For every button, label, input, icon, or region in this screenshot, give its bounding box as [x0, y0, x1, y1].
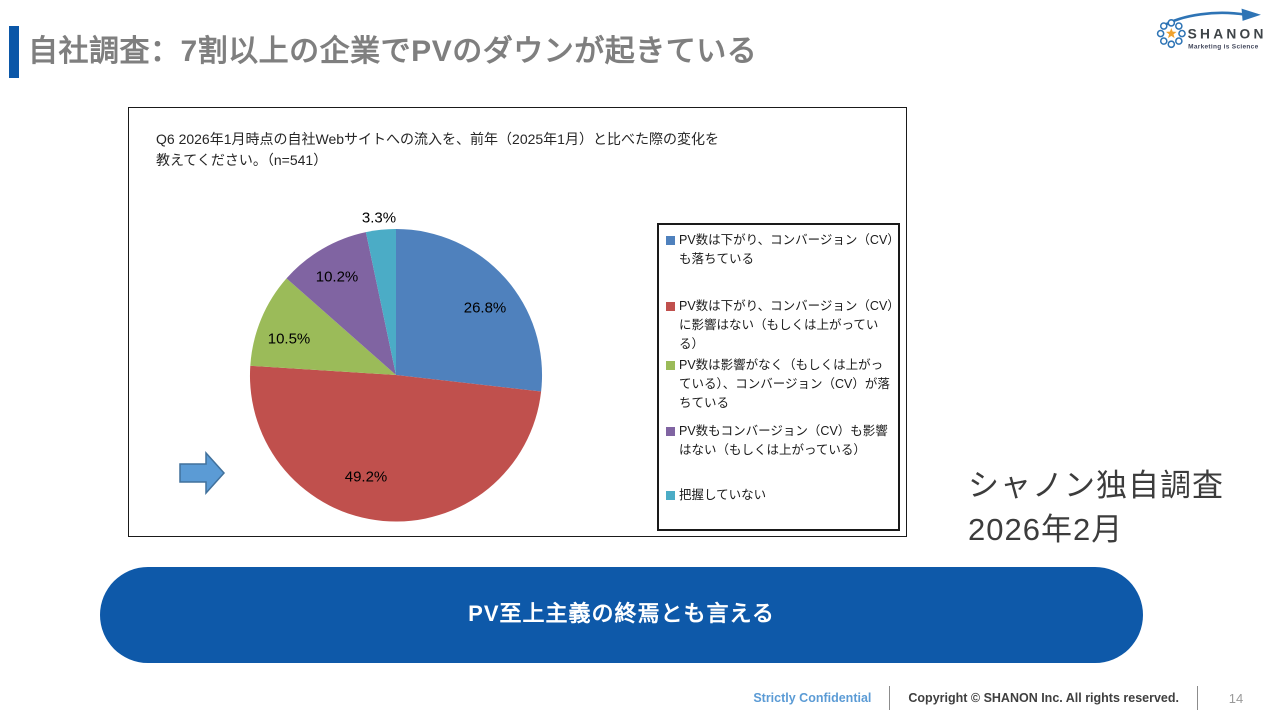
legend-label: PV数は下がり、コンバージョン（CV）も落ちている	[679, 233, 894, 266]
pie-slice-0	[396, 229, 543, 392]
pie-label-both-ok: 10.2%	[315, 268, 359, 286]
survey-source-line1: シャノン独自調査	[968, 468, 1224, 503]
legend-label: PV数もコンバージョン（CV）も影響はない（もしくは上がっている）	[679, 424, 888, 457]
copyright-text: Copyright © SHANON Inc. All rights reser…	[908, 691, 1179, 705]
legend-item-3: PV数もコンバージョン（CV）も影響はない（もしくは上がっている）	[666, 422, 894, 460]
pie-label-unknown: 3.3%	[361, 209, 397, 227]
legend-swatch-icon	[666, 302, 675, 311]
legend-item-1: PV数は下がり、コンバージョン（CV）に影響はない（もしくは上がっている）	[666, 297, 894, 354]
survey-source-note: シャノン独自調査 2026年2月	[968, 464, 1224, 552]
chart-question-line1: Q6 2026年1月時点の自社Webサイトへの流入を、前年（2025年1月）と比…	[156, 131, 719, 147]
legend-swatch-icon	[666, 361, 675, 370]
pie-label-pv-down-cv-down: 26.8%	[463, 299, 507, 317]
legend-swatch-icon	[666, 427, 675, 436]
pie-slice-3	[286, 232, 396, 375]
footer-divider	[889, 686, 891, 710]
slide-footer: Strictly Confidential Copyright © SHANON…	[0, 684, 1280, 712]
legend-item-2: PV数は影響がなく（もしくは上がっている）、コンバージョン（CV）が落ちている	[666, 356, 894, 413]
right-block-arrow-icon	[179, 451, 226, 495]
conclusion-callout: PV至上主義の終焉とも言える	[100, 567, 1143, 663]
legend-item-0: PV数は下がり、コンバージョン（CV）も落ちている	[666, 231, 894, 269]
survey-chart-panel: Q6 2026年1月時点の自社Webサイトへの流入を、前年（2025年1月）と比…	[128, 107, 907, 537]
survey-source-line2: 2026年2月	[968, 512, 1124, 547]
legend-swatch-icon	[666, 236, 675, 245]
chart-question-line2: 教えてください。（n=541）	[156, 152, 328, 168]
logo-wordmark: SHANON	[1188, 27, 1266, 42]
pie-slice-2	[250, 278, 396, 375]
chart-question-text: Q6 2026年1月時点の自社Webサイトへの流入を、前年（2025年1月）と比…	[156, 129, 796, 171]
pie-slice-4	[365, 228, 396, 375]
pie-chart	[249, 228, 543, 522]
legend-swatch-icon	[666, 491, 675, 500]
legend-label: 把握していない	[679, 488, 767, 502]
legend-label: PV数は下がり、コンバージョン（CV）に影響はない（もしくは上がっている）	[679, 299, 894, 351]
page-number: 14	[1228, 690, 1244, 706]
logo-flower-icon	[1156, 19, 1186, 49]
legend-label: PV数は影響がなく（もしくは上がっている）、コンバージョン（CV）が落ちている	[679, 358, 890, 410]
pie-label-pv-ok-cv-down: 10.5%	[267, 330, 311, 348]
page-title: 自社調査：7割以上の企業でPVのダウンが起きている	[28, 35, 758, 68]
shanon-logo: SHANON Marketing is Science	[1154, 7, 1266, 53]
pie-chart-legend: PV数は下がり、コンバージョン（CV）も落ちている PV数は下がり、コンバージョン…	[657, 223, 900, 531]
title-accent-bar	[9, 26, 19, 78]
confidential-label: Strictly Confidential	[753, 691, 872, 705]
logo-tagline: Marketing is Science	[1188, 43, 1258, 50]
shanon-logo-graphic: SHANON Marketing is Science	[1156, 8, 1266, 50]
logo-star-icon	[1165, 27, 1177, 39]
logo-arrowhead-icon	[1241, 8, 1261, 21]
pie-label-pv-down-cv-ok: 49.2%	[344, 468, 388, 486]
footer-divider	[1197, 686, 1198, 710]
conclusion-callout-text: PV至上主義の終焉とも言える	[468, 601, 775, 626]
pie-slice-1	[249, 365, 542, 522]
legend-item-4: 把握していない	[666, 486, 894, 505]
